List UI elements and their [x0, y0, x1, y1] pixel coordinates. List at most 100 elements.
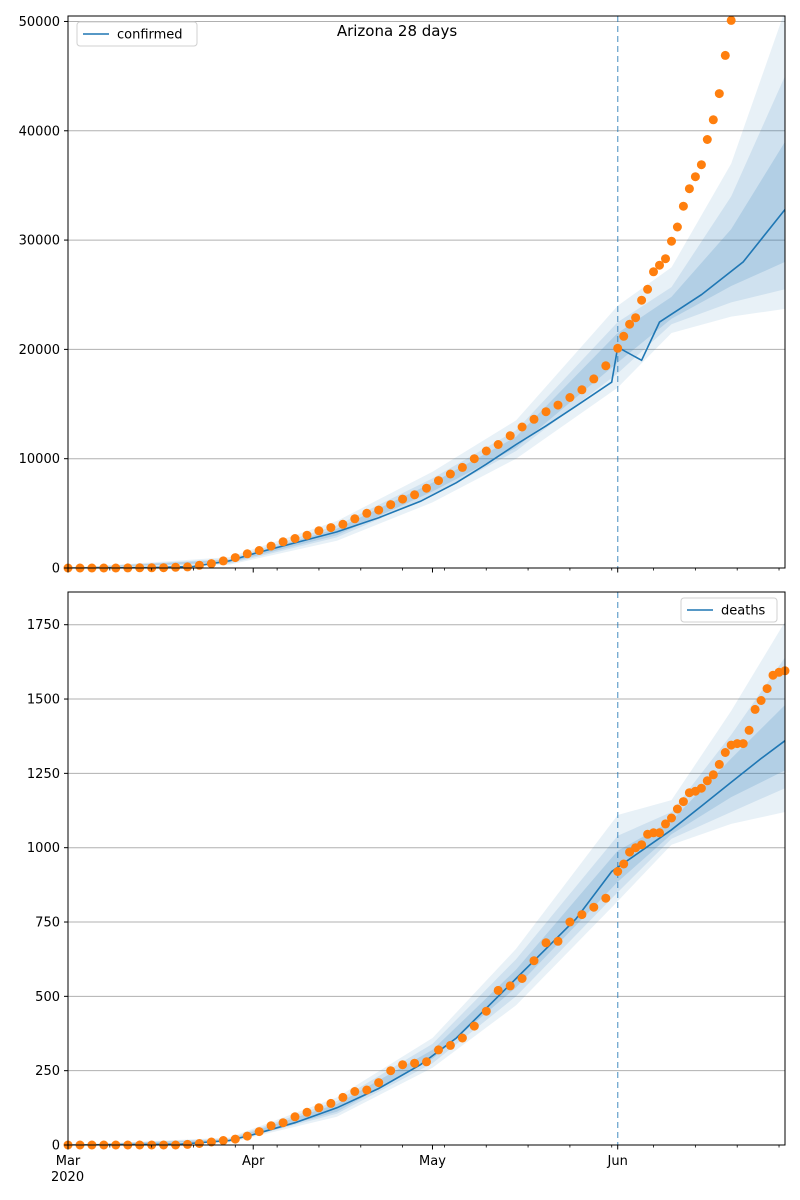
observed-point	[553, 936, 563, 946]
observed-point	[374, 1078, 384, 1088]
x-tick-label: 2020	[51, 1170, 84, 1185]
observed-point	[529, 956, 539, 966]
observed-point	[702, 776, 712, 786]
observed-point	[398, 1060, 408, 1070]
y-tick-label: 500	[35, 990, 60, 1005]
observed-point	[577, 385, 587, 395]
observed-point	[445, 469, 455, 479]
observed-point	[667, 236, 676, 246]
observed-point	[589, 374, 599, 384]
observed-point	[206, 559, 216, 569]
y-tick-label: 0	[52, 562, 60, 577]
observed-point	[386, 1066, 396, 1076]
x-tick-label: Mar	[56, 1154, 81, 1169]
observed-point	[422, 483, 431, 493]
observed-point	[457, 1033, 467, 1043]
observed-point	[469, 1021, 479, 1031]
observed-point	[493, 440, 503, 449]
observed-point	[637, 295, 647, 305]
observed-point	[678, 201, 688, 211]
y-tick-label: 50000	[19, 15, 60, 30]
observed-point	[278, 537, 288, 547]
observed-point	[708, 770, 718, 780]
axes-frame	[67, 15, 786, 569]
observed-point	[720, 50, 730, 60]
observed-point	[505, 981, 515, 991]
observed-point	[601, 361, 611, 371]
confirmed-chart-panel: 0 10000 20000 30000 40000 50000 confirmed	[19, 15, 786, 577]
legend: deaths	[680, 597, 778, 623]
observed-point	[445, 1040, 455, 1050]
observed-point	[254, 1127, 264, 1137]
observed-point	[218, 556, 228, 566]
y-tick-label: 250	[35, 1064, 60, 1079]
observed-point	[338, 1092, 348, 1102]
x-tick-label: May	[419, 1154, 446, 1169]
observed-point	[314, 526, 324, 536]
observed-point	[362, 508, 372, 518]
uncertainty-band-middle	[68, 76, 785, 568]
observed-point	[655, 828, 664, 838]
observed-point	[696, 783, 706, 793]
observed-point	[386, 500, 396, 510]
observed-point	[655, 260, 664, 270]
observed-point	[684, 184, 694, 194]
observed-point	[756, 696, 766, 705]
y-tick-label: 1750	[27, 618, 60, 633]
legend-label: deaths	[721, 604, 766, 619]
observed-point	[218, 1136, 228, 1145]
observed-point	[266, 1121, 276, 1131]
observed-point	[643, 284, 653, 294]
y-tick-label: 40000	[19, 124, 60, 139]
observed-point	[589, 902, 599, 912]
observed-point	[738, 739, 748, 749]
observed-point	[619, 331, 629, 341]
observed-point	[314, 1103, 324, 1113]
observed-point	[434, 1045, 443, 1055]
observed-point	[517, 422, 527, 432]
observed-point	[350, 514, 360, 524]
observed-point	[517, 974, 527, 983]
observed-point	[601, 893, 611, 903]
legend-box	[76, 21, 198, 47]
observed-point	[290, 534, 300, 543]
observed-point	[326, 523, 336, 533]
observed-point	[565, 393, 575, 402]
observed-point	[302, 530, 312, 540]
y-tick-label: 0	[52, 1139, 60, 1154]
observed-point	[230, 553, 240, 563]
observed-point	[577, 910, 587, 920]
observed-point	[410, 490, 420, 500]
observed-point	[613, 867, 623, 876]
y-tick-label: 750	[35, 916, 60, 931]
observed-point	[422, 1057, 431, 1067]
observed-point	[206, 1137, 216, 1147]
observed-point	[541, 407, 551, 417]
observed-point	[637, 840, 647, 850]
observed-point	[434, 476, 443, 486]
observed-point	[398, 494, 408, 504]
x-tick-label: Jun	[607, 1154, 628, 1169]
observed-point	[505, 431, 515, 441]
observed-point	[493, 985, 503, 995]
observed-point	[278, 1118, 288, 1128]
x-tick-label: Apr	[242, 1154, 265, 1169]
axes-frame	[67, 591, 786, 1146]
observed-point	[631, 313, 641, 323]
observed-point	[469, 454, 479, 464]
observed-point	[672, 222, 682, 232]
observed-point	[750, 704, 760, 714]
observed-point	[714, 89, 724, 99]
observed-point	[690, 172, 700, 182]
uncertainty-band-inner	[68, 705, 785, 1145]
observed-point	[410, 1058, 420, 1068]
observed-point	[726, 15, 736, 25]
observed-point	[720, 748, 730, 757]
observed-point	[678, 797, 688, 807]
observed-point	[374, 505, 384, 515]
observed-point	[171, 562, 181, 572]
legend-box	[680, 597, 778, 623]
observed-point	[667, 813, 676, 823]
